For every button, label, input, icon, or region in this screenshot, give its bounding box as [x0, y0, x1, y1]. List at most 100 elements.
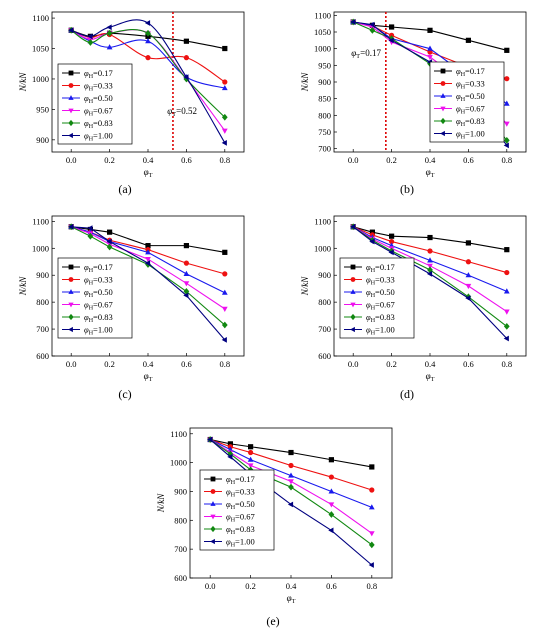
chart-a-legend-entry: φH=0.83	[84, 118, 113, 130]
chart-b-legend-entry: φH=0.33	[456, 79, 485, 91]
chart-a-ylabel: N/kN	[18, 72, 28, 92]
chart-b-xtick-label: 0.0	[348, 155, 359, 165]
chart-e-series-4-point	[247, 463, 254, 469]
chart-d-ytick-label: 1100	[314, 216, 331, 226]
chart-e-plot: 600 700 800 900 1000 1100 0.0 0.2 0.4 0.6 0.8 φT N/k…	[156, 427, 393, 605]
chart-a-xtick-label: 0.0	[66, 155, 77, 165]
chart-b-legend-swatch-marker	[440, 68, 446, 74]
chart-b-legend-swatch-marker	[440, 81, 446, 86]
chart-b-series-4-point	[503, 121, 510, 127]
chart-a-legend-entry: φH=0.17	[84, 68, 113, 80]
chart-e-ytick-label: 700	[174, 544, 187, 554]
chart-b-xtick-label: 0.8	[501, 155, 512, 165]
chart-d-series-5-point	[503, 323, 510, 330]
chart-b-series-2-point	[504, 76, 510, 82]
chart-b-series-1-point	[504, 47, 510, 53]
chart-a-series-6-point	[87, 33, 93, 40]
chart-d-legend-swatch-marker	[350, 326, 355, 333]
chart-panel-e: 600 700 800 900 1000 1100 0.0 0.2 0.4 0.6 0.8 φT N/k…	[150, 420, 400, 605]
chart-a-xtick-label: 0.4	[143, 155, 154, 165]
chart-b-ytick-label: 1000	[314, 44, 331, 54]
chart-e-series-6-point	[207, 436, 213, 443]
chart-b-ytick-label: 1100	[314, 10, 331, 20]
chart-d-legend-entry: φH=1.00	[366, 325, 395, 337]
chart-a-series-6-point	[221, 140, 227, 146]
chart-b-ytick-label: 850	[318, 94, 331, 104]
chart-e-series-6-point	[287, 501, 294, 508]
chart-b-legend-entry: φH=1.00	[456, 129, 485, 141]
chart-b-legend-box	[429, 61, 505, 143]
chart-c-series-5-point	[87, 232, 94, 240]
chart-d-legend-swatch-marker	[350, 277, 356, 282]
chart-e-series-1-point	[328, 457, 334, 463]
chart-c-series-1-line	[71, 226, 225, 253]
chart-b-legend-swatch-marker	[440, 130, 445, 137]
chart-e-legend-entry: φH=0.83	[226, 524, 255, 536]
chart-d-series-2-point	[389, 238, 395, 245]
chart-b-legend-swatch-marker	[440, 117, 446, 125]
chart-c-series-6-point	[106, 238, 112, 245]
chart-b-series-4-point	[427, 54, 433, 61]
chart-c-series-4-point	[221, 306, 228, 313]
chart-a-series-6-point	[183, 74, 189, 80]
chart-d-xtick-label: 0.6	[463, 359, 474, 369]
chart-a-series-6-point	[144, 20, 151, 26]
chart-b-legend-entry: φH=0.83	[456, 116, 485, 128]
chart-b-annotation: φT=0.17	[351, 48, 381, 60]
chart-d-xtick-label: 0.2	[386, 359, 397, 369]
chart-c-xtick-label: 0.0	[66, 359, 77, 369]
panel-label-e: (e)	[266, 614, 280, 628]
chart-c-series-5-point	[221, 321, 228, 329]
chart-d-series-6-point	[426, 271, 433, 277]
chart-d-legend-swatch-marker	[350, 289, 356, 294]
chart-c-legend-entry: φH=1.00	[84, 325, 113, 337]
chart-e-xtick-label: 0.6	[326, 581, 337, 591]
chart-c-plot: 600 700 800 900 1000 1100 0.0 0.2 0.4 0.6 0.8 φT N/k…	[18, 215, 245, 383]
chart-d-series-4-point	[427, 263, 433, 269]
chart-e-ytick-label: 1100	[170, 429, 187, 439]
chart-a-legend-box	[57, 63, 133, 145]
chart-e-series-2-point	[288, 462, 294, 469]
chart-e-series-1-point	[288, 449, 294, 456]
chart-b-xlabel: φT	[426, 167, 435, 179]
chart-a-series-3-point	[145, 38, 151, 44]
chart-a-legend-swatch-marker	[68, 132, 73, 139]
chart-e-series-1-point	[227, 441, 233, 447]
chart-e-series-3-point	[328, 488, 335, 494]
chart-d-series-3-line	[352, 226, 508, 292]
chart-a-legend-entry: φH=0.33	[84, 81, 113, 93]
chart-c-legend-box	[57, 257, 133, 339]
chart-e-series-1-line	[210, 439, 372, 468]
chart-d-ytick-label: 700	[318, 324, 331, 334]
chart-c-legend-entry: φH=0.17	[84, 262, 113, 274]
chart-d-xtick-label: 0.4	[425, 359, 436, 369]
chart-a-series-5-point	[87, 39, 94, 46]
chart-c-series-1-point	[183, 243, 189, 249]
chart-a-legend-entry: φH=1.00	[84, 131, 113, 143]
chart-a-series-1-point	[222, 45, 228, 52]
chart-d-ytick-label: 600	[318, 351, 331, 361]
chart-a-ytick-label: 900	[36, 135, 49, 145]
chart-b-legend-entry: φH=0.67	[456, 104, 485, 116]
chart-e-series-6-point	[328, 527, 334, 534]
panel-label-a: (a)	[118, 182, 132, 196]
chart-d-series-3-point	[503, 288, 510, 294]
chart-a-legend-swatch-marker	[68, 108, 74, 114]
chart-c-series-3-point	[221, 289, 228, 295]
chart-a-ytick-label: 1050	[32, 44, 49, 54]
chart-e-series-4-point	[368, 531, 375, 537]
chart-e-ylabel: N/kN	[156, 493, 166, 513]
chart-d-ytick-label: 1000	[314, 243, 331, 253]
chart-b-plot: 700 750 800 850 900 950 1000 1050 1100 0.0 0.2 0.4 0…	[300, 10, 527, 179]
chart-d-xlabel: φT	[426, 371, 435, 383]
chart-c-ylabel: N/kN	[18, 276, 28, 296]
chart-c-legend-entry: φH=0.33	[84, 275, 113, 287]
chart-c-series-3-line	[71, 226, 226, 294]
chart-e-legend-entry: φH=0.50	[226, 499, 255, 511]
chart-b-legend-entry: φH=0.17	[456, 66, 485, 78]
chart-e-series-3-line	[209, 439, 373, 508]
chart-e-legend-swatch-marker	[210, 489, 216, 494]
panel-label-c: (c)	[118, 387, 132, 401]
chart-c-ytick-label: 900	[36, 270, 49, 280]
chart-b-ytick-label: 900	[318, 77, 331, 87]
